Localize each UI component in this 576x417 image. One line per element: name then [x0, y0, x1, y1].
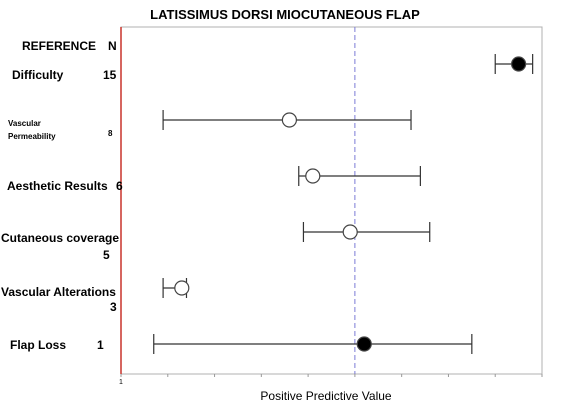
row-label: Vascular: [8, 119, 41, 128]
row-n: 1: [97, 338, 104, 352]
row-label: Vascular Alterations: [1, 285, 116, 299]
chart-title: LATISSIMUS DORSI MIOCUTANEOUS FLAP: [150, 7, 420, 22]
point-estimate: [281, 112, 297, 128]
row-label: Permeability: [8, 132, 56, 141]
point-estimate: [305, 168, 321, 184]
row-n: 6: [116, 179, 123, 193]
row-label: Flap Loss: [10, 338, 66, 352]
x-tick-label: 1: [119, 379, 123, 386]
row-n: 5: [103, 248, 110, 262]
point-estimate: [511, 56, 527, 72]
row-n: 8: [108, 129, 113, 138]
header-n: N: [108, 39, 117, 53]
x-axis-label: Positive Predictive Value: [260, 389, 392, 403]
point-estimate: [342, 224, 358, 240]
row-label: Aesthetic Results: [7, 179, 108, 193]
header-reference: REFERENCE: [22, 39, 96, 53]
x-axis-ticks: [120, 374, 543, 377]
row-n: 15: [103, 68, 117, 82]
row-label: Difficulty: [12, 68, 64, 82]
plot-frame: [120, 26, 543, 375]
point-estimate: [174, 280, 190, 296]
row-label: Cutaneous coverage: [1, 231, 119, 245]
point-estimate: [356, 336, 372, 352]
row-n: 3: [110, 300, 117, 314]
